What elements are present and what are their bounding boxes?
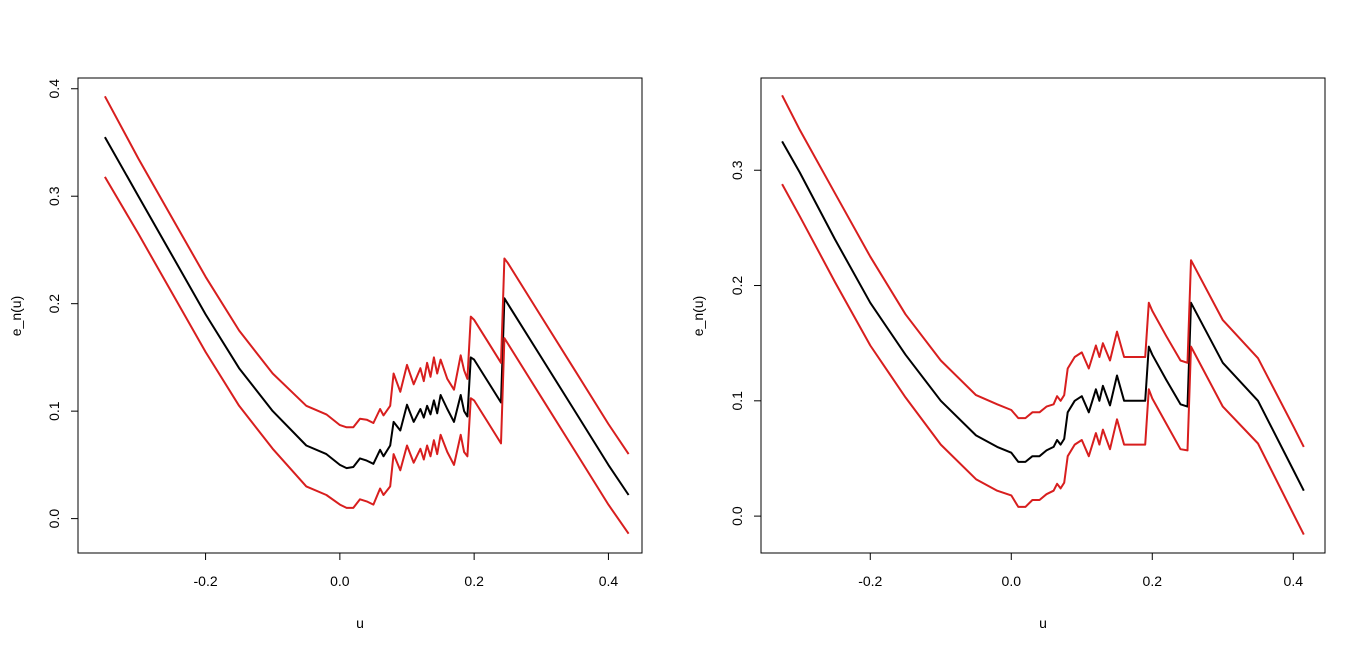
- series-upper-line: [781, 94, 1305, 448]
- series-lines: [781, 94, 1305, 536]
- axis-x: -0.2 0.0 0.2 0.4: [194, 553, 619, 589]
- series-estimate-line: [781, 140, 1305, 492]
- x-tick-label: -0.2: [858, 573, 882, 589]
- plot-frame: [760, 77, 1326, 554]
- y-tick-label: 0.2: [729, 276, 745, 296]
- x-axis-label: u: [1039, 615, 1047, 631]
- axis-x: -0.2 0.0 0.2 0.4: [858, 553, 1303, 589]
- series-estimate-line: [104, 136, 630, 496]
- axis-y: 0.0 0.1 0.2 0.3: [729, 160, 761, 526]
- series-lower-line: [104, 176, 630, 535]
- y-tick-label: 0.0: [729, 506, 745, 526]
- axis-y: 0.0 0.1 0.2 0.3 0.4: [46, 79, 78, 529]
- y-tick-label: 0.1: [729, 391, 745, 411]
- x-tick-label: -0.2: [194, 573, 218, 589]
- x-tick-label: 0.4: [1284, 573, 1304, 589]
- y-tick-label: 0.2: [46, 294, 62, 314]
- x-tick-label: 0.2: [464, 573, 484, 589]
- y-tick-label: 0.1: [46, 401, 62, 421]
- y-tick-label: 0.0: [46, 509, 62, 529]
- x-tick-label: 0.4: [599, 573, 619, 589]
- x-tick-label: 0.0: [1002, 573, 1022, 589]
- chart-right-panel: -0.2 0.0 0.2 0.4 0.0 0.1 0.2 0.3 u e_n(u): [690, 77, 1326, 631]
- x-tick-label: 0.0: [330, 573, 350, 589]
- y-tick-label: 0.3: [46, 186, 62, 206]
- y-tick-label: 0.4: [46, 79, 62, 99]
- series-lines: [104, 95, 630, 535]
- y-axis-label: e_n(u): [8, 296, 24, 336]
- x-tick-label: 0.2: [1143, 573, 1163, 589]
- series-upper-line: [104, 95, 630, 455]
- y-axis-label: e_n(u): [690, 296, 706, 336]
- chart-left-panel: -0.2 0.0 0.2 0.4 0.0 0.1 0.2 0.3 0.4 u e_n(u): [8, 77, 643, 631]
- x-axis-label: u: [356, 615, 364, 631]
- plot-frame: [77, 77, 643, 554]
- y-tick-label: 0.3: [729, 160, 745, 180]
- series-lower-line: [781, 183, 1305, 536]
